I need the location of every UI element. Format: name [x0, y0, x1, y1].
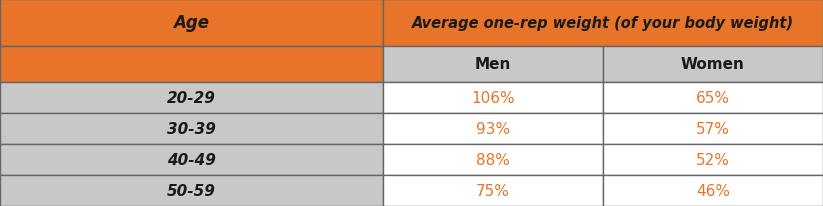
Bar: [383, 82, 602, 113]
Text: 93%: 93%: [476, 121, 509, 136]
Bar: [0, 175, 383, 206]
Bar: [0, 46, 383, 82]
Text: 46%: 46%: [696, 183, 730, 198]
Text: 20-29: 20-29: [167, 90, 216, 105]
Text: 75%: 75%: [476, 183, 509, 198]
Text: 57%: 57%: [696, 121, 730, 136]
Bar: [602, 46, 823, 82]
Text: Men: Men: [475, 57, 511, 72]
Text: 40-49: 40-49: [167, 152, 216, 167]
Bar: [602, 175, 823, 206]
Text: Age: Age: [174, 14, 209, 32]
Text: 50-59: 50-59: [167, 183, 216, 198]
Bar: [383, 113, 602, 144]
Text: 65%: 65%: [696, 90, 730, 105]
Text: 52%: 52%: [696, 152, 730, 167]
Bar: [602, 144, 823, 175]
Bar: [0, 113, 383, 144]
Bar: [602, 113, 823, 144]
Bar: [383, 144, 602, 175]
Text: Women: Women: [681, 57, 745, 72]
Text: 30-39: 30-39: [167, 121, 216, 136]
Bar: [0, 144, 383, 175]
Text: Average one-rep weight (of your body weight): Average one-rep weight (of your body wei…: [412, 16, 794, 31]
Bar: [383, 175, 602, 206]
Bar: [383, 46, 602, 82]
Bar: [0, 0, 383, 46]
Bar: [383, 0, 823, 46]
Text: 106%: 106%: [471, 90, 514, 105]
Bar: [602, 82, 823, 113]
Bar: [0, 82, 383, 113]
Text: 88%: 88%: [476, 152, 509, 167]
